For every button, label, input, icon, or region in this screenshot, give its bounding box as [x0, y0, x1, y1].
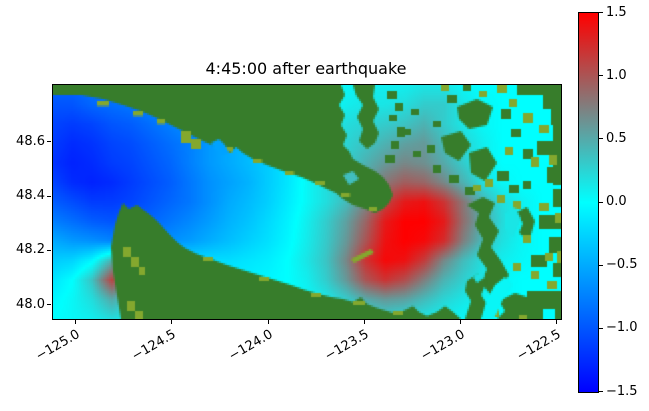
- x-tick-mark: [556, 320, 558, 324]
- tsunami-heatmap-canvas: [53, 85, 561, 319]
- colorbar-tick-mark: [599, 12, 603, 13]
- x-tick-mark: [75, 320, 77, 324]
- y-tick-mark: [47, 195, 51, 197]
- colorbar: [578, 12, 599, 393]
- colorbar-tick-mark: [599, 138, 603, 140]
- x-tick-label: −124.0: [225, 327, 275, 365]
- colorbar-tick-mark: [599, 201, 603, 203]
- y-tick-label: 48.0: [16, 296, 45, 312]
- colorbar-tick-label: −0.5: [606, 257, 638, 273]
- colorbar-tick-label: −1.5: [606, 383, 638, 399]
- colorbar-tick-label: 1.5: [606, 4, 627, 20]
- y-tick-label: 48.2: [16, 242, 45, 258]
- x-tick-label: −123.5: [322, 327, 372, 365]
- y-tick-mark: [47, 249, 51, 251]
- colorbar-tick-label: 0.5: [606, 130, 627, 146]
- x-tick-mark: [171, 320, 173, 324]
- x-tick-mark: [267, 320, 269, 324]
- map-plot-area: [52, 84, 562, 320]
- y-tick-label: 48.6: [16, 133, 45, 149]
- colorbar-tick-mark: [599, 264, 603, 266]
- colorbar-tick-mark: [599, 391, 603, 392]
- y-tick-mark: [47, 141, 51, 143]
- y-tick-mark: [47, 304, 51, 306]
- x-tick-label: −125.0: [33, 327, 83, 365]
- colorbar-tick-label: 1.0: [606, 67, 627, 83]
- plot-title: 4:45:00 after earthquake: [205, 59, 407, 78]
- x-tick-label: −122.5: [514, 327, 564, 365]
- x-tick-mark: [459, 320, 461, 324]
- colorbar-tick-mark: [599, 75, 603, 77]
- colorbar-tick-label: 0.0: [606, 194, 627, 209]
- x-tick-label: −123.0: [418, 327, 468, 365]
- x-tick-mark: [363, 320, 365, 324]
- colorbar-tick-mark: [599, 327, 603, 329]
- y-tick-label: 48.4: [16, 188, 45, 204]
- x-tick-label: −124.5: [129, 327, 179, 365]
- colorbar-tick-label: −1.0: [606, 320, 638, 336]
